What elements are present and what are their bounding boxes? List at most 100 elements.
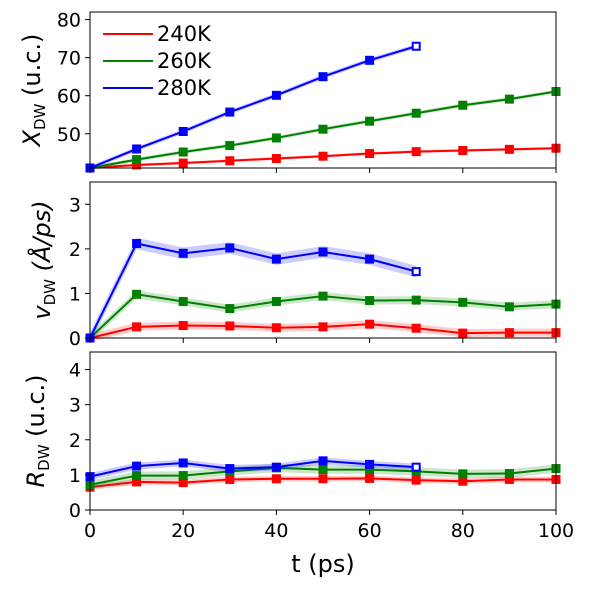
data-point [365,459,375,469]
series-band [90,290,556,343]
y-axis-label-sub: DW [41,279,59,306]
data-point [318,465,328,475]
data-point [411,267,421,277]
data-point [411,295,421,305]
data-point [132,461,142,471]
y-axis-label: vDW (Å/ps) [27,200,59,319]
data-point [178,158,188,168]
data-point [225,243,235,253]
legend-label-240K: 240K [157,22,212,46]
panel-velocity: 0 1 2 3 vDW (Å/ps) [27,181,561,350]
data-point [365,254,375,264]
data-point [458,100,468,110]
data-point [504,94,514,104]
data-point [178,458,188,468]
y-tick-label: 0 [69,328,81,350]
data-point [318,247,328,257]
data-point [504,144,514,154]
panel-frame [89,181,557,339]
data-point [365,319,375,329]
series-280K [85,456,421,482]
series-line [89,459,417,478]
series-260K [85,289,561,343]
data-point [225,321,235,331]
data-point [225,464,235,474]
data-point [132,322,142,332]
data-point [132,289,142,299]
y-tick-label: 4 [69,360,81,382]
y-tick-label: 1 [69,283,81,305]
data-point [271,254,281,264]
y-tick-label: 3 [69,395,81,417]
data-point [318,291,328,301]
x-tick-label: 20 [171,520,195,542]
y-tick-label: 80 [57,10,81,32]
y-tick-label: 0 [69,500,81,522]
data-point [178,321,188,331]
data-point [504,328,514,338]
data-point [458,469,468,479]
panel-frame [89,11,557,169]
data-point [178,126,188,136]
data-point [411,462,421,472]
legend: 240K 260K 280K [103,22,212,100]
y-tick-label: 50 [57,124,81,146]
data-point [225,474,235,484]
data-point [178,296,188,306]
series-band [90,463,556,489]
y-axis-label-unit: (Å/ps) [27,200,56,279]
x-tick-label: 40 [264,520,288,542]
data-point [318,124,328,134]
y-axis-label: RDW (u.c.) [22,374,53,487]
data-point [411,475,421,485]
series-line [89,45,417,169]
x-tick-label: 60 [358,520,382,542]
data-point [132,239,142,249]
x-tick-label: 80 [451,520,475,542]
data-point [132,155,142,165]
legend-label-280K: 280K [157,76,212,100]
y-axis-label-sub: DW [35,444,53,471]
data-point [271,153,281,163]
data-point [178,147,188,157]
data-point [411,147,421,157]
y-tick-label: 3 [69,194,81,216]
y-tick-label: 1 [69,465,81,487]
data-point [318,72,328,82]
data-point [271,296,281,306]
data-point [225,107,235,117]
data-point [365,296,375,306]
y-axis-label: XDW (u.c.) [18,34,49,149]
data-point [504,302,514,312]
data-point [411,323,421,333]
y-tick-label: 70 [57,48,81,70]
data-point [318,474,328,484]
series-band [90,475,556,490]
data-point [318,322,328,332]
data-point [318,456,328,466]
data-point [271,474,281,484]
x-axis-label: t (ps) [291,550,355,578]
data-point [458,476,468,486]
panel-position: 50 60 70 80 XDW (u.c.) [18,10,561,173]
data-point [225,304,235,314]
y-axis-label-sub: DW [31,103,49,130]
x-tick-label: 0 [84,520,96,542]
data-point [271,133,281,143]
data-point [365,149,375,159]
series-240K [85,473,561,492]
data-point [178,471,188,481]
y-tick-label: 2 [69,239,81,261]
y-axis-label-unit: (u.c.) [22,374,50,444]
x-tick-label: 100 [538,520,574,542]
data-point [411,41,421,51]
data-point [365,473,375,483]
data-point [132,471,142,481]
panel-frame [89,351,557,511]
data-point [458,297,468,307]
y-axis-label-main: v [28,305,56,320]
series-line [89,242,417,339]
data-point [318,151,328,161]
y-tick-label: 60 [57,86,81,108]
